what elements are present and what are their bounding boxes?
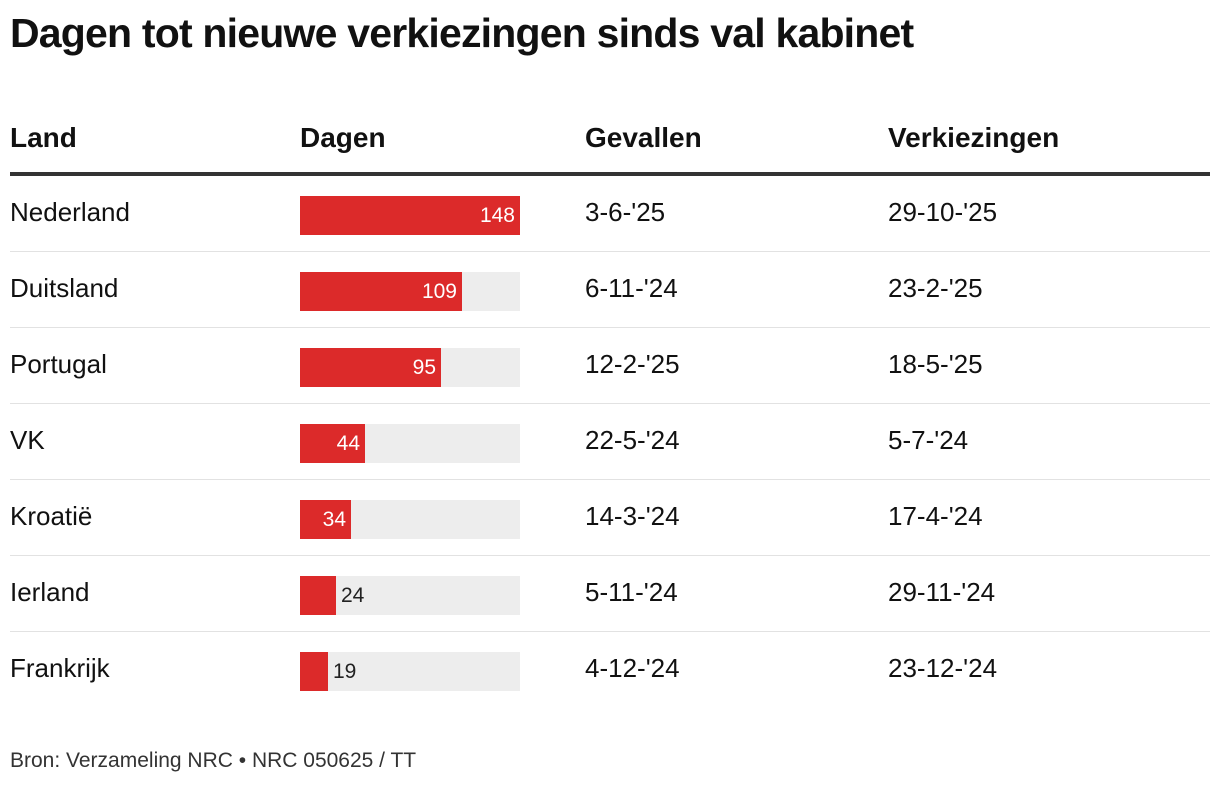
cell-gevallen: 14-3-'24 bbox=[585, 501, 680, 531]
bar-track: 109 bbox=[300, 272, 520, 311]
cell-gevallen: 4-12-'24 bbox=[585, 653, 680, 683]
bar-value-label: 34 bbox=[322, 508, 346, 531]
cell-verkiezingen: 29-10-'25 bbox=[888, 197, 998, 227]
bar-dagen bbox=[300, 348, 441, 387]
cell-land: Frankrijk bbox=[10, 653, 110, 683]
bar-track: 34 bbox=[300, 500, 520, 539]
cell-verkiezingen: 29-11-'24 bbox=[888, 577, 996, 607]
bar-value-label: 19 bbox=[333, 660, 357, 683]
bar-dagen bbox=[300, 272, 462, 311]
header-land: Land bbox=[10, 122, 77, 153]
cell-land: Nederland bbox=[10, 197, 130, 227]
table-row: Nederland 148 3-6-'25 29-10-'25 bbox=[10, 176, 1210, 252]
cell-land: Duitsland bbox=[10, 273, 119, 303]
header-gevallen: Gevallen bbox=[585, 122, 702, 153]
table-row: VK 44 22-5-'24 5-7-'24 bbox=[10, 404, 1210, 480]
bar-dagen bbox=[300, 576, 336, 615]
cell-land: Portugal bbox=[10, 349, 107, 379]
bar-dagen bbox=[300, 652, 328, 691]
table-body: Nederland 148 3-6-'25 29-10-'25 Duitsland 109… bbox=[10, 176, 1210, 708]
bar-track: 95 bbox=[300, 348, 520, 387]
cell-verkiezingen: 17-4-'24 bbox=[888, 501, 983, 531]
bar-value-label: 95 bbox=[412, 356, 436, 379]
bar-value-label: 109 bbox=[421, 280, 457, 303]
cell-gevallen: 12-2-'25 bbox=[585, 349, 680, 379]
cell-land: VK bbox=[10, 425, 45, 455]
table-header: Land Dagen Gevallen Verkiezingen bbox=[10, 110, 1210, 176]
bar-track: 24 bbox=[300, 576, 520, 615]
bar-value-label: 44 bbox=[336, 432, 360, 455]
cell-land: Kroatië bbox=[10, 501, 93, 531]
cell-gevallen: 5-11-'24 bbox=[585, 577, 678, 607]
days-table: Land Dagen Gevallen Verkiezingen Nederla… bbox=[10, 110, 1210, 708]
cell-gevallen: 6-11-'24 bbox=[585, 273, 678, 303]
cell-verkiezingen: 5-7-'24 bbox=[888, 425, 969, 455]
source-note: Bron: Verzameling NRC • NRC 050625 / TT bbox=[10, 749, 417, 772]
bar-dagen bbox=[300, 424, 365, 463]
header-verkiezingen: Verkiezingen bbox=[888, 122, 1060, 153]
bar-dagen bbox=[300, 500, 351, 539]
cell-land: Ierland bbox=[10, 577, 90, 607]
table-row: Kroatië 34 14-3-'24 17-4-'24 bbox=[10, 480, 1210, 556]
bar-value-label: 24 bbox=[341, 584, 365, 607]
table-row: Ierland 24 5-11-'24 29-11-'24 bbox=[10, 556, 1210, 632]
bar-track: 19 bbox=[300, 652, 520, 691]
bar-value-label: 148 bbox=[479, 204, 515, 227]
header-dagen: Dagen bbox=[300, 122, 386, 153]
table-row: Duitsland 109 6-11-'24 23-2-'25 bbox=[10, 252, 1210, 328]
bar-track: 148 bbox=[300, 196, 520, 235]
chart-title: Dagen tot nieuwe verkiezingen sinds val … bbox=[10, 10, 914, 56]
bar-dagen bbox=[300, 196, 520, 235]
table-row: Portugal 95 12-2-'25 18-5-'25 bbox=[10, 328, 1210, 404]
cell-verkiezingen: 23-12-'24 bbox=[888, 653, 998, 683]
cell-gevallen: 3-6-'25 bbox=[585, 197, 666, 227]
bar-track: 44 bbox=[300, 424, 520, 463]
cell-verkiezingen: 23-2-'25 bbox=[888, 273, 983, 303]
cell-verkiezingen: 18-5-'25 bbox=[888, 349, 983, 379]
cell-gevallen: 22-5-'24 bbox=[585, 425, 680, 455]
table-row: Frankrijk 19 4-12-'24 23-12-'24 bbox=[10, 632, 1210, 708]
